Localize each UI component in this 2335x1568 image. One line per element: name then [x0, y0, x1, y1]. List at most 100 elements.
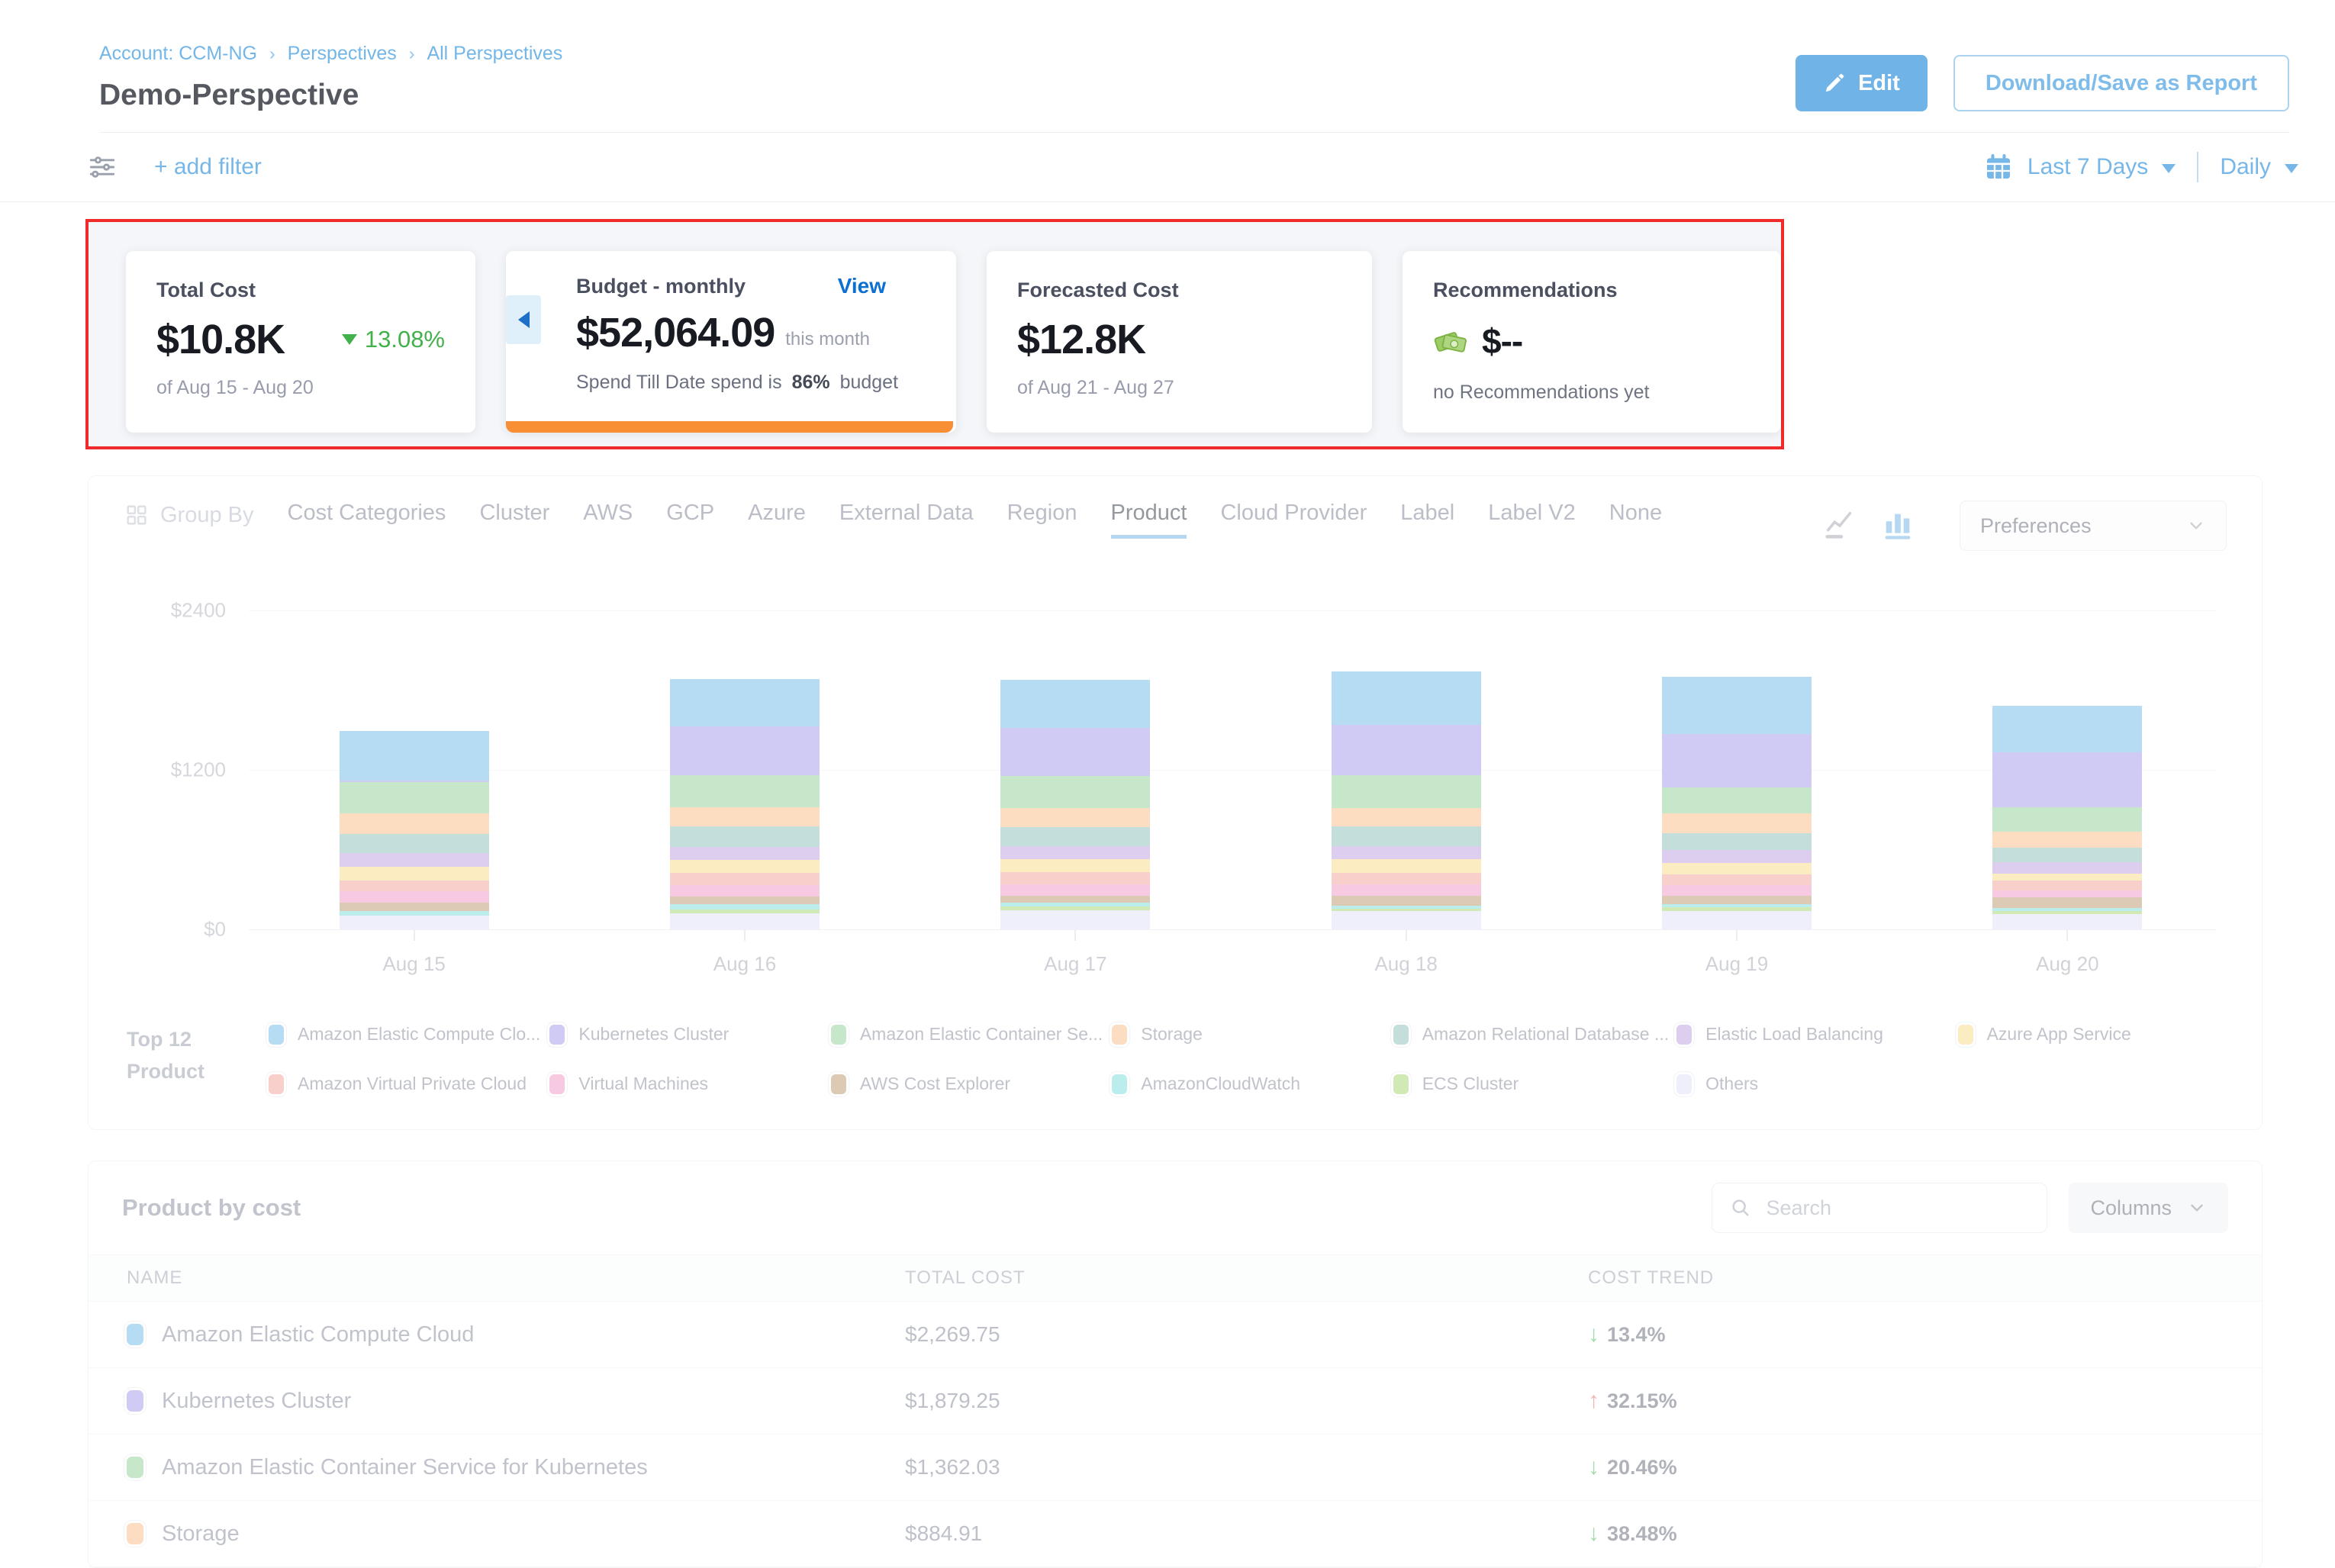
bar-segment-amazon-elastic-compute-cloud[interactable]: [1000, 680, 1151, 729]
budget-collapse-button[interactable]: [506, 295, 541, 344]
groupby-tab-external-data[interactable]: External Data: [839, 501, 974, 525]
bar-segment-amazon-virtual-private-cloud[interactable]: [339, 880, 489, 892]
bar-segment-amazon-elastic-container-service-for-kubernetes[interactable]: [1992, 807, 2143, 832]
bar-segment-elastic-load-balancing[interactable]: [1662, 850, 1812, 863]
bar-segment-aws-cost-explorer[interactable]: [1000, 895, 1151, 903]
bar-segment-amazon-elastic-container-service-for-kubernetes[interactable]: [339, 781, 489, 814]
bar-segment-elastic-load-balancing[interactable]: [1331, 846, 1481, 859]
bar-segment-amazon-relational-database-service[interactable]: [1000, 826, 1151, 847]
granularity-dropdown[interactable]: Daily: [2220, 154, 2271, 179]
bar-segment-kubernetes-cluster[interactable]: [670, 726, 820, 775]
table-row-kubernetes-cluster[interactable]: Kubernetes Cluster $1,879.25 ↑ 32.15%: [89, 1368, 2262, 1434]
bar-segment-aws-cost-explorer[interactable]: [1662, 896, 1812, 904]
bar-segment-aws-cost-explorer[interactable]: [339, 903, 489, 912]
bar-segment-virtual-machines[interactable]: [1331, 884, 1481, 896]
bar-segment-elastic-load-balancing[interactable]: [1000, 846, 1151, 859]
bar-segment-storage[interactable]: [1662, 813, 1812, 833]
bar-segment-others[interactable]: [1000, 910, 1151, 929]
legend-item-azure-app-service[interactable]: Azure App Service: [1957, 1024, 2231, 1045]
bar-segment-elastic-load-balancing[interactable]: [339, 852, 489, 868]
time-range-dropdown[interactable]: Last 7 Days: [2027, 154, 2149, 179]
legend-item-others[interactable]: Others: [1676, 1074, 1950, 1094]
bar-segment-elastic-load-balancing[interactable]: [670, 846, 820, 860]
preferences-dropdown[interactable]: Preferences: [1960, 501, 2227, 551]
table-row-storage[interactable]: Storage $884.91 ↓ 38.48%: [89, 1501, 2262, 1567]
bar-segment-amazon-elastic-container-service-for-kubernetes[interactable]: [1331, 774, 1481, 808]
bar-segment-amazon-virtual-private-cloud[interactable]: [1992, 881, 2143, 891]
bar-chart-icon[interactable]: [1880, 508, 1915, 543]
legend-item-amazon-virtual-private-cloud[interactable]: Amazon Virtual Private Cloud: [269, 1074, 542, 1094]
search-box[interactable]: [1712, 1183, 2048, 1233]
bar-segment-virtual-machines[interactable]: [670, 884, 820, 897]
filter-sliders-icon[interactable]: [85, 150, 119, 184]
bar-segment-amazon-elastic-container-service-for-kubernetes[interactable]: [1662, 787, 1812, 813]
bar-aug-19[interactable]: [1662, 677, 1812, 929]
groupby-tab-aws[interactable]: AWS: [583, 501, 633, 525]
columns-dropdown[interactable]: Columns: [2069, 1183, 2228, 1233]
bar-segment-kubernetes-cluster[interactable]: [1662, 733, 1812, 787]
bar-aug-20[interactable]: [1992, 706, 2143, 929]
bar-segment-kubernetes-cluster[interactable]: [339, 780, 489, 782]
table-row-amazon-elastic-container-service-for-kubernetes[interactable]: Amazon Elastic Container Service for Kub…: [89, 1434, 2262, 1501]
caret-down-icon[interactable]: [2285, 164, 2298, 173]
bar-segment-amazon-relational-database-service[interactable]: [339, 833, 489, 853]
groupby-tab-cost-categories[interactable]: Cost Categories: [287, 501, 446, 525]
bar-segment-kubernetes-cluster[interactable]: [1000, 728, 1151, 776]
breadcrumb-perspectives[interactable]: Perspectives: [287, 43, 397, 64]
bar-segment-amazon-virtual-private-cloud[interactable]: [1662, 874, 1812, 886]
groupby-tab-cloud-provider[interactable]: Cloud Provider: [1220, 501, 1367, 525]
groupby-tab-gcp[interactable]: GCP: [666, 501, 715, 525]
bar-segment-amazoncloudwatch[interactable]: [1992, 908, 2143, 911]
breadcrumb-account[interactable]: Account: CCM-NG: [99, 43, 257, 64]
bar-segment-azure-app-service[interactable]: [1992, 873, 2143, 881]
bar-segment-storage[interactable]: [339, 813, 489, 834]
bar-aug-15[interactable]: [339, 731, 489, 929]
bar-segment-others[interactable]: [1662, 910, 1812, 929]
bar-segment-storage[interactable]: [670, 807, 820, 826]
legend-item-elastic-load-balancing[interactable]: Elastic Load Balancing: [1676, 1024, 1950, 1045]
groupby-tab-none[interactable]: None: [1609, 501, 1663, 525]
legend-item-amazon-relational-database[interactable]: Amazon Relational Database ...: [1393, 1024, 1669, 1045]
bar-segment-others[interactable]: [1992, 913, 2143, 929]
bar-segment-virtual-machines[interactable]: [1662, 885, 1812, 897]
bar-segment-amazon-elastic-compute-cloud[interactable]: [670, 678, 820, 726]
bar-segment-aws-cost-explorer[interactable]: [1992, 897, 2143, 909]
bar-aug-18[interactable]: [1331, 671, 1481, 929]
groupby-tab-label-v2[interactable]: Label V2: [1488, 501, 1576, 525]
bar-segment-amazoncloudwatch[interactable]: [1331, 905, 1481, 909]
bar-segment-kubernetes-cluster[interactable]: [1992, 752, 2143, 807]
bar-segment-amazon-elastic-compute-cloud[interactable]: [1992, 706, 2143, 753]
bar-segment-ecs-cluster[interactable]: [1331, 908, 1481, 912]
bar-segment-amazon-virtual-private-cloud[interactable]: [670, 872, 820, 885]
line-chart-icon[interactable]: [1822, 508, 1857, 543]
legend-item-amazoncloudwatch[interactable]: AmazonCloudWatch: [1112, 1074, 1385, 1094]
bar-segment-amazon-elastic-container-service-for-kubernetes[interactable]: [670, 774, 820, 807]
search-input[interactable]: [1764, 1195, 2031, 1221]
bar-segment-others[interactable]: [1331, 911, 1481, 929]
legend-item-aws-cost-explorer[interactable]: AWS Cost Explorer: [830, 1074, 1104, 1094]
bar-segment-amazon-relational-database-service[interactable]: [1331, 826, 1481, 847]
bar-segment-ecs-cluster[interactable]: [1000, 906, 1151, 910]
bar-segment-azure-app-service[interactable]: [670, 859, 820, 873]
bar-aug-16[interactable]: [670, 678, 820, 929]
bar-segment-others[interactable]: [670, 913, 820, 929]
legend-item-virtual-machines[interactable]: Virtual Machines: [549, 1074, 823, 1094]
bar-segment-aws-cost-explorer[interactable]: [1331, 895, 1481, 906]
bar-segment-amazon-elastic-container-service-for-kubernetes[interactable]: [1000, 775, 1151, 808]
bar-segment-amazoncloudwatch[interactable]: [1662, 903, 1812, 908]
legend-item-storage[interactable]: Storage: [1112, 1024, 1385, 1045]
groupby-tab-product[interactable]: Product: [1110, 501, 1187, 539]
bar-segment-amazoncloudwatch[interactable]: [1000, 903, 1151, 907]
bar-segment-amazon-relational-database-service[interactable]: [670, 826, 820, 847]
column-header-name[interactable]: NAME: [127, 1267, 183, 1288]
bar-segment-virtual-machines[interactable]: [1000, 884, 1151, 896]
table-row-amazon-elastic-compute-cloud[interactable]: Amazon Elastic Compute Cloud $2,269.75 ↓ 13…: [89, 1302, 2262, 1368]
bar-segment-kubernetes-cluster[interactable]: [1331, 724, 1481, 775]
add-filter-link[interactable]: + add filter: [154, 154, 262, 179]
view-link[interactable]: View: [837, 274, 886, 298]
bar-segment-virtual-machines[interactable]: [1992, 890, 2143, 898]
bar-segment-others[interactable]: [339, 915, 489, 929]
bar-segment-storage[interactable]: [1992, 831, 2143, 848]
caret-down-icon[interactable]: [2162, 164, 2176, 173]
groupby-tab-region[interactable]: Region: [1006, 501, 1077, 525]
